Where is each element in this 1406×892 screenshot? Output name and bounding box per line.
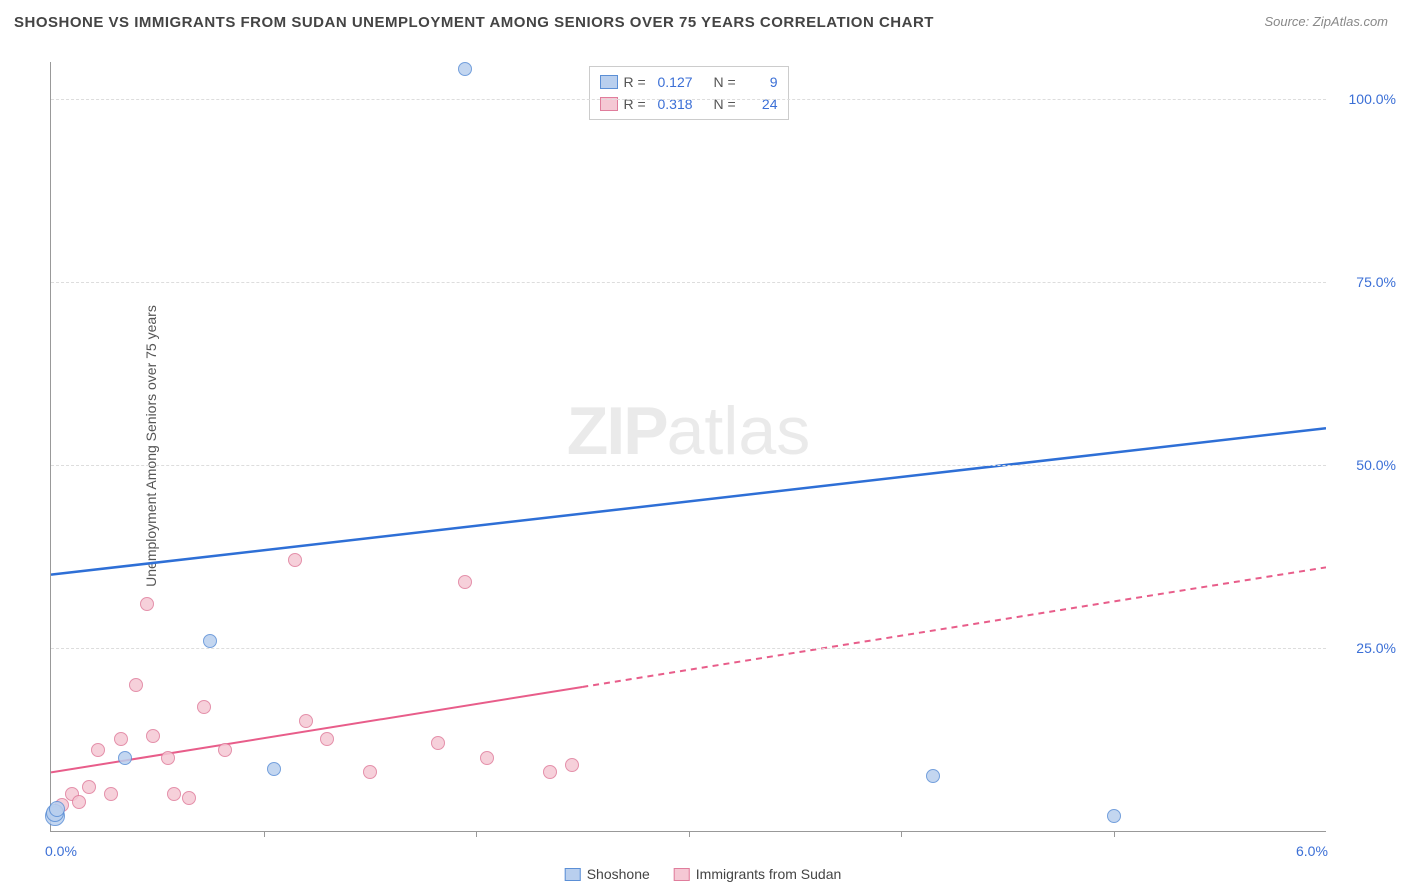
legend-label: Shoshone	[587, 866, 650, 882]
scatter-point	[91, 743, 105, 757]
trend-layer	[51, 62, 1326, 831]
scatter-point	[218, 743, 232, 757]
gridline-h	[51, 282, 1326, 283]
legend-label: Immigrants from Sudan	[696, 866, 842, 882]
scatter-point	[458, 62, 472, 76]
watermark: ZIPatlas	[567, 392, 810, 470]
scatter-point	[543, 765, 557, 779]
y-tick-label: 100.0%	[1336, 91, 1396, 107]
scatter-point	[161, 751, 175, 765]
x-tick-label: 0.0%	[45, 843, 77, 859]
scatter-point	[458, 575, 472, 589]
scatter-point	[129, 678, 143, 692]
gridline-h	[51, 465, 1326, 466]
scatter-point	[363, 765, 377, 779]
gridline-h	[51, 648, 1326, 649]
x-tick	[476, 831, 477, 837]
y-tick-label: 25.0%	[1336, 640, 1396, 656]
legend-swatch	[565, 868, 581, 881]
scatter-point	[1107, 809, 1121, 823]
scatter-point	[267, 762, 281, 776]
legend-r-label: R =	[624, 74, 652, 90]
scatter-point	[72, 795, 86, 809]
trend-line-dashed	[582, 567, 1326, 687]
x-tick-label: 6.0%	[1296, 843, 1328, 859]
chart-title: SHOSHONE VS IMMIGRANTS FROM SUDAN UNEMPL…	[14, 14, 934, 31]
scatter-point	[203, 634, 217, 648]
x-tick	[1114, 831, 1115, 837]
legend-r-value: 0.127	[658, 74, 708, 90]
legend-n-label: N =	[714, 74, 742, 90]
scatter-point	[104, 787, 118, 801]
scatter-point	[926, 769, 940, 783]
legend-stats-row: R = 0.127 N = 9	[600, 71, 778, 93]
scatter-point	[480, 751, 494, 765]
series-legend: Shoshone Immigrants from Sudan	[565, 866, 842, 882]
y-tick-label: 75.0%	[1336, 274, 1396, 290]
scatter-point	[118, 751, 132, 765]
legend-swatch	[600, 75, 618, 89]
scatter-point	[431, 736, 445, 750]
scatter-point	[82, 780, 96, 794]
scatter-point	[197, 700, 211, 714]
legend-item: Immigrants from Sudan	[674, 866, 842, 882]
scatter-point	[114, 732, 128, 746]
chart-container: SHOSHONE VS IMMIGRANTS FROM SUDAN UNEMPL…	[0, 0, 1406, 892]
stats-legend: R = 0.127 N = 9 R =0.318N =24	[589, 66, 789, 120]
x-tick	[901, 831, 902, 837]
plot-area: ZIPatlas R =0.127N =9R =0.318N =24 25.0%…	[50, 62, 1326, 832]
scatter-point	[299, 714, 313, 728]
scatter-point	[49, 801, 65, 817]
scatter-point	[140, 597, 154, 611]
x-tick	[264, 831, 265, 837]
scatter-point	[167, 787, 181, 801]
legend-swatch	[674, 868, 690, 881]
source-label: Source: ZipAtlas.com	[1264, 14, 1388, 29]
legend-n-value: 9	[748, 74, 778, 90]
scatter-point	[182, 791, 196, 805]
x-tick	[689, 831, 690, 837]
trend-line	[51, 428, 1326, 574]
scatter-point	[146, 729, 160, 743]
legend-item: Shoshone	[565, 866, 650, 882]
gridline-h	[51, 99, 1326, 100]
legend-stats-row: R =0.318N =24	[600, 93, 778, 115]
y-tick-label: 50.0%	[1336, 457, 1396, 473]
scatter-point	[565, 758, 579, 772]
scatter-point	[320, 732, 334, 746]
scatter-point	[288, 553, 302, 567]
